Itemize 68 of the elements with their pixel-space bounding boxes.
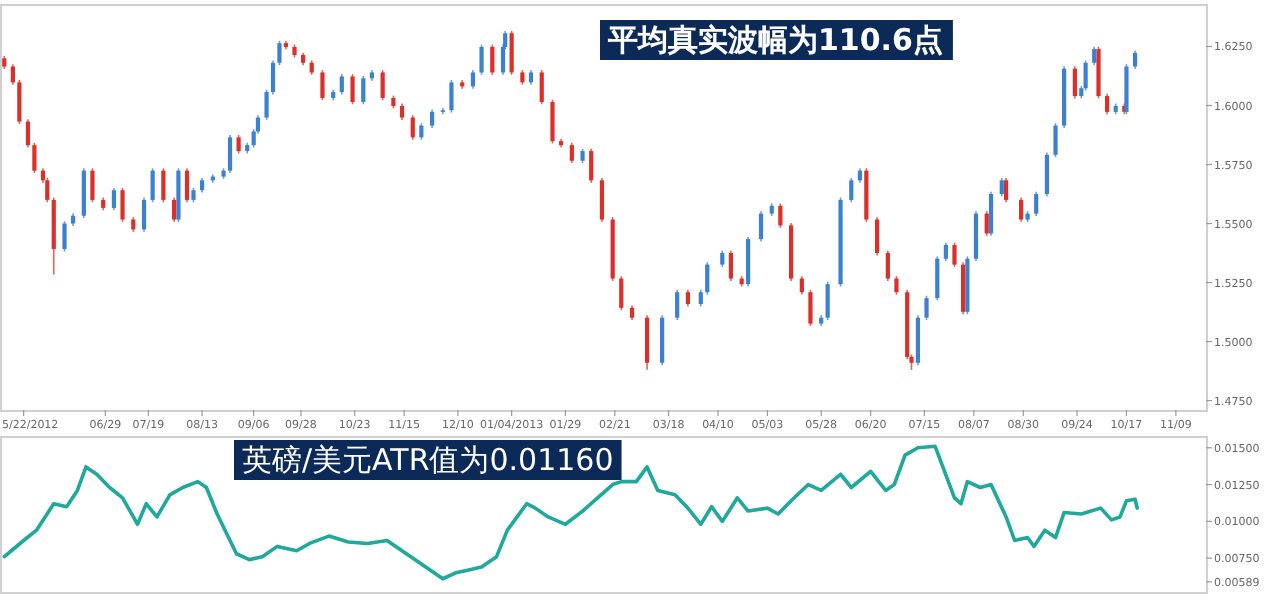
candlestick (746, 235, 751, 288)
candlestick (758, 210, 764, 243)
candlestick (924, 294, 929, 321)
candlestick (1019, 196, 1024, 223)
candlestick (799, 275, 804, 296)
candlestick (410, 114, 415, 141)
annotation: 平均真实波幅为110.6点 (606, 22, 943, 58)
candlestick (161, 167, 166, 204)
candlestick (943, 241, 948, 262)
candlestick (350, 73, 355, 106)
candlestick (619, 275, 624, 311)
candlestick (361, 75, 366, 106)
candlestick (111, 187, 117, 212)
candlestick (550, 98, 555, 145)
candlestick (599, 177, 605, 223)
line-series (2, 444, 1139, 581)
candlestick (470, 69, 476, 90)
candlestick (1044, 151, 1050, 198)
candlestick (90, 167, 95, 204)
candlestick (675, 289, 680, 321)
candlestick (380, 69, 385, 102)
candlestick (227, 134, 233, 174)
candlestick (885, 249, 890, 282)
candlestick (952, 241, 957, 268)
candlestick (539, 69, 544, 106)
candlestick (1003, 177, 1009, 204)
candlestick (449, 79, 454, 114)
candlestick (808, 289, 813, 327)
candlestick (1053, 122, 1058, 158)
candlestick (479, 43, 484, 76)
candlestick (320, 69, 325, 102)
candlestick (589, 147, 594, 184)
candlestick (849, 177, 854, 204)
annotation: 英磅/美元ATR值为0.01160 (242, 442, 614, 478)
candlestick (728, 249, 734, 282)
candlestick (960, 261, 966, 315)
candlestick (1072, 65, 1077, 100)
candlestick (973, 210, 979, 262)
candlestick (141, 196, 147, 233)
candlestick (988, 190, 994, 237)
candlestick (825, 281, 830, 321)
candlestick (1083, 59, 1088, 92)
candlestick (660, 314, 665, 366)
candlestick (120, 187, 125, 223)
candlestick (490, 43, 495, 76)
candlestick (778, 202, 783, 229)
candlestick (569, 142, 574, 164)
candlestick (1105, 92, 1110, 116)
candlestick (184, 167, 190, 204)
candlestick (915, 314, 921, 366)
candlestick (874, 216, 880, 257)
candlestick (81, 167, 86, 219)
candlestick (150, 167, 155, 204)
candlestick (430, 108, 435, 129)
candlestick (1096, 45, 1101, 100)
candlestick (339, 73, 344, 96)
candlestick (236, 134, 241, 155)
candlestick (935, 255, 940, 302)
candlestick (1092, 45, 1097, 66)
candlestick (984, 210, 989, 237)
candlestick (172, 196, 177, 223)
candlestick (999, 177, 1004, 198)
candlestick (509, 30, 514, 76)
candlestick (62, 220, 67, 253)
candlestick (644, 314, 650, 371)
candlestick (1132, 49, 1138, 70)
candlestick (894, 275, 899, 296)
candlestick (1034, 190, 1039, 217)
